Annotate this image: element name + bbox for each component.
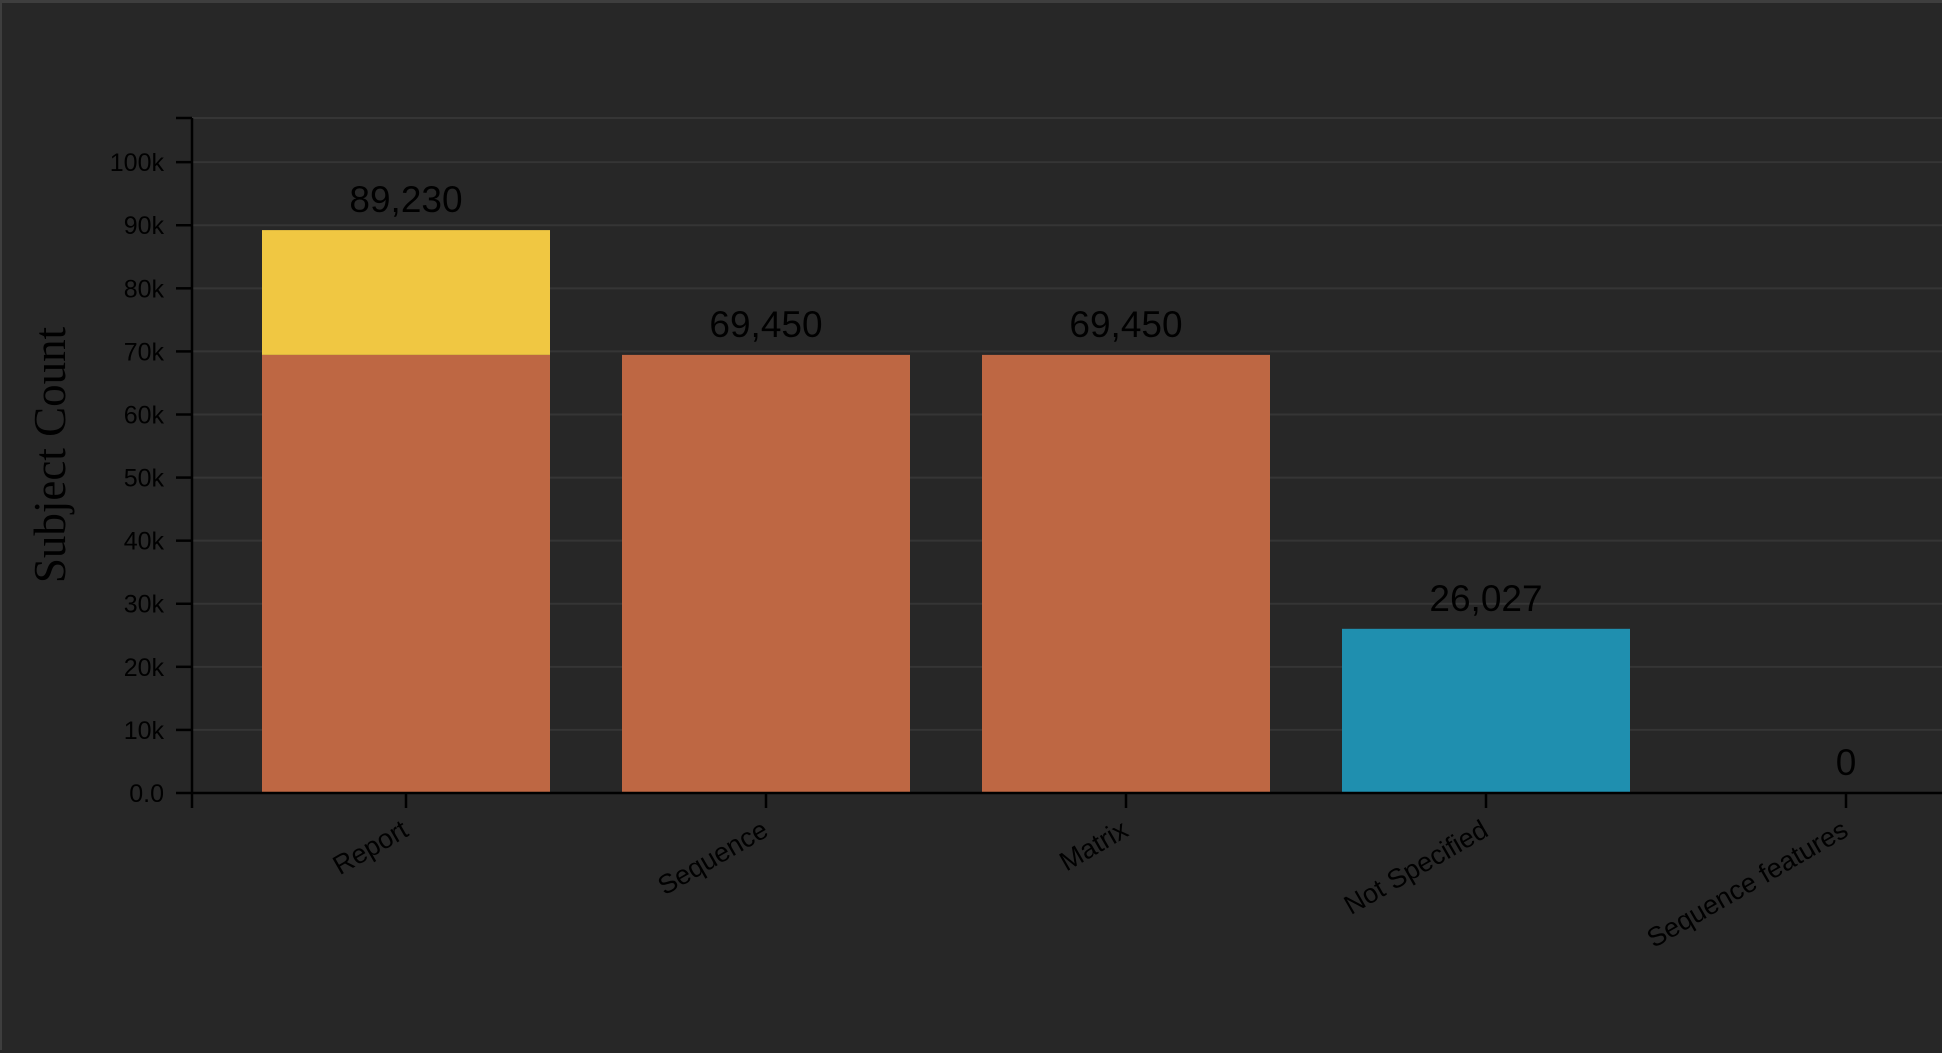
y-tick-label: 90k: [124, 212, 165, 240]
data-labels: 89,230 69,450 69,450 26,027 0: [349, 179, 1856, 783]
x-tick-label: Report: [328, 814, 414, 881]
y-tick-label: 50k: [124, 465, 165, 493]
y-tick-label: 80k: [124, 275, 165, 303]
y-tick-label: 0.0: [129, 780, 164, 808]
data-label: 69,450: [709, 304, 822, 345]
y-tick-label: 60k: [124, 401, 165, 429]
x-tick-label: Sequence features: [1642, 814, 1853, 953]
y-tick-label: 30k: [124, 591, 165, 619]
bar-segment: [1342, 628, 1630, 793]
y-tick-label: 70k: [124, 338, 165, 366]
y-tick-label: 40k: [124, 528, 165, 556]
data-label: 26,027: [1429, 578, 1542, 619]
x-tick-label: Not Specified: [1339, 814, 1493, 920]
y-tick-label: 20k: [124, 654, 165, 682]
y-axis-title: Subject Count: [25, 326, 75, 583]
x-tick-label: Matrix: [1054, 814, 1133, 877]
x-tick-label: Sequence: [653, 814, 773, 901]
data-label: 89,230: [349, 179, 462, 220]
y-tick-label: 100k: [110, 149, 165, 177]
bar-segment: [262, 230, 550, 355]
bars: [262, 230, 1630, 793]
bar-segment: [262, 354, 550, 793]
y-tick-label: 10k: [124, 717, 165, 745]
data-label: 0: [1836, 742, 1857, 783]
bar-chart: 0.0 10k 20k 30k 40k 50k 60k 70k 80k 90k 100k Report…: [25, 116, 1942, 954]
bar-segment: [982, 354, 1270, 793]
bar-segment: [622, 354, 910, 793]
data-label: 69,450: [1069, 304, 1182, 345]
